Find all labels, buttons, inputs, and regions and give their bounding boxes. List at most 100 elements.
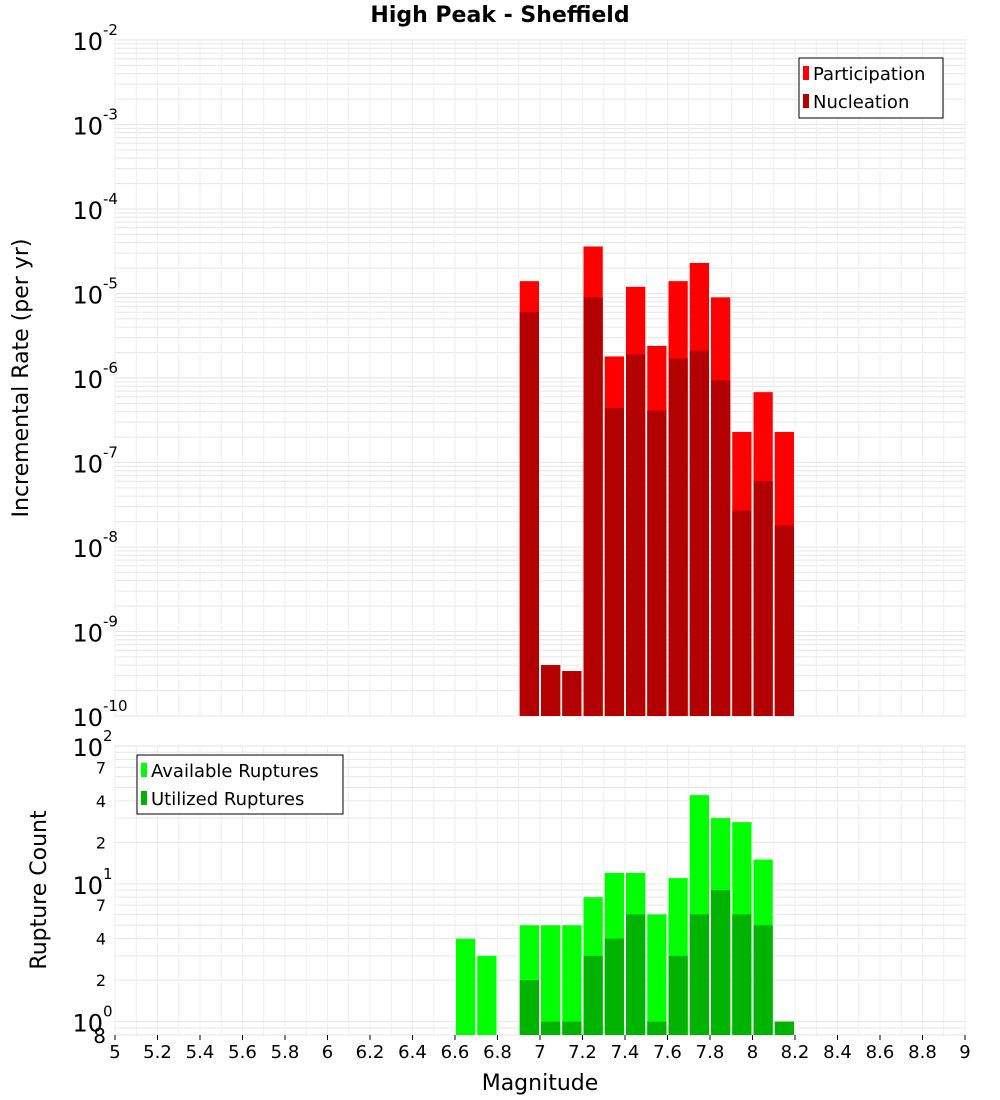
legend-swatch-available [141, 763, 147, 777]
x-tick-label: 8.2 [781, 1042, 810, 1063]
x-tick-label: 7.2 [568, 1042, 597, 1063]
rate-bar-b [732, 510, 752, 716]
x-tick-label: 8.8 [908, 1042, 937, 1063]
count-y-minor-tick: 2 [96, 971, 106, 990]
rate-bar-b [711, 380, 731, 716]
x-tick-label: 7 [534, 1042, 545, 1063]
x-tick-label: 5.2 [143, 1042, 172, 1063]
rate-bar-b [562, 671, 582, 716]
count-y-minor-tick: 4 [96, 930, 106, 949]
rate-bar-b [626, 354, 646, 716]
rate-bar-b [519, 312, 539, 716]
count-bar-b [753, 925, 773, 1035]
rate-bar-b [604, 408, 624, 716]
rate-plot-y-ticks: 10-210-310-410-510-610-710-810-910-10 [72, 21, 127, 732]
legend-label-available: Available Ruptures [151, 761, 319, 782]
rate-bar-b [689, 350, 709, 716]
count-bar-a [456, 938, 476, 1035]
count-y-tick-exponent: 0 [103, 1003, 113, 1021]
x-tick-label: 8.6 [866, 1042, 895, 1063]
chart-title: High Peak - Sheffield [370, 3, 629, 28]
x-axis-label: Magnitude [482, 1071, 599, 1096]
x-tick-label: 7.4 [611, 1042, 640, 1063]
count-bar-b [604, 938, 624, 1035]
rate-y-tick-exponent: -7 [103, 444, 118, 462]
x-tick-label: 6.6 [441, 1042, 470, 1063]
count-y-minor-tick: 7 [96, 758, 106, 777]
count-y-tick-base: 10 [72, 872, 103, 900]
x-tick-label: 7.8 [696, 1042, 725, 1063]
rate-plot-bars [519, 246, 794, 716]
x-tick-label: 5.4 [186, 1042, 215, 1063]
x-tick-label: 8.4 [823, 1042, 852, 1063]
rate-y-tick-exponent: -4 [103, 190, 118, 208]
count-plot-grid [114, 745, 966, 1036]
count-bar-b [711, 890, 731, 1035]
count-bar-b [519, 980, 539, 1035]
count-bar-b [583, 955, 603, 1035]
rate-plot-y-label: Incremental Rate (per yr) [9, 239, 34, 518]
x-tick-label: 9 [959, 1042, 970, 1063]
legend-label-nucleation: Nucleation [813, 92, 909, 113]
x-tick-label: 6.8 [483, 1042, 512, 1063]
legend-swatch-nucleation [803, 94, 809, 108]
x-tick-label: 6.2 [356, 1042, 385, 1063]
count-bar-b [668, 955, 688, 1035]
rate-bar-b [668, 358, 688, 716]
rate-y-tick-base: 10 [72, 451, 103, 479]
rate-plot-legend: Participation Nucleation [798, 57, 944, 119]
count-bar-a [477, 955, 497, 1035]
count-bar-b [774, 1021, 794, 1035]
count-plot-bars [456, 795, 794, 1035]
rate-y-tick-base: 10 [72, 704, 103, 732]
rate-bar-b [541, 665, 561, 716]
count-y-minor-tick: 8 [93, 1024, 106, 1048]
x-tick-label: 5.6 [228, 1042, 257, 1063]
count-bar-b [562, 1021, 582, 1035]
rate-bar-b [647, 410, 667, 716]
x-axis-ticks: 5 5.2 5.4 5.6 5.8 6 6.2 6.4 6.6 6.8 7 7.2 7.4 7.6 7.8 8… [109, 1035, 971, 1063]
x-tick-label: 5 [109, 1042, 120, 1063]
count-bar-a [647, 914, 667, 1035]
x-tick-label: 8 [747, 1042, 758, 1063]
rate-plot-grid [114, 39, 966, 717]
legend-swatch-utilized [141, 791, 147, 805]
rate-y-tick-base: 10 [72, 620, 103, 648]
rate-y-tick-base: 10 [72, 535, 103, 563]
count-bar-b [732, 914, 752, 1035]
count-y-tick-exponent: 2 [103, 727, 113, 745]
count-y-tick-exponent: 1 [103, 865, 113, 883]
rate-y-tick-exponent: -8 [103, 528, 118, 546]
rate-y-tick-exponent: -2 [103, 21, 118, 39]
rate-y-tick-base: 10 [72, 282, 103, 310]
rate-bar-b [583, 297, 603, 716]
x-tick-label: 7.6 [653, 1042, 682, 1063]
count-bar-a [562, 925, 582, 1035]
legend-label-utilized: Utilized Ruptures [151, 789, 304, 810]
rate-y-tick-exponent: -6 [103, 359, 118, 377]
count-bar-b [647, 1021, 667, 1035]
rate-y-tick-exponent: -9 [103, 613, 118, 631]
legend-label-participation: Participation [813, 64, 925, 85]
rate-bar-b [774, 525, 794, 716]
count-y-tick-base: 10 [72, 1010, 103, 1038]
count-y-minor-tick: 4 [96, 792, 106, 811]
x-tick-label: 6.4 [398, 1042, 427, 1063]
legend-swatch-participation [803, 66, 809, 80]
rate-y-tick-base: 10 [72, 28, 103, 56]
rate-y-tick-exponent: -5 [103, 275, 118, 293]
count-y-tick-base: 10 [72, 734, 103, 762]
count-y-minor-tick: 2 [96, 833, 106, 852]
x-tick-label: 6 [322, 1042, 333, 1063]
x-tick-label: 5.8 [271, 1042, 300, 1063]
rate-y-tick-exponent: -3 [103, 106, 118, 124]
count-y-minor-tick: 7 [96, 896, 106, 915]
rate-y-tick-base: 10 [72, 197, 103, 225]
count-plot-y-label: Rupture Count [27, 810, 52, 970]
count-bar-b [541, 1021, 561, 1035]
count-bar-b [689, 914, 709, 1035]
count-plot-legend: Available Ruptures Utilized Ruptures [136, 754, 344, 815]
count-bar-a [541, 925, 561, 1035]
